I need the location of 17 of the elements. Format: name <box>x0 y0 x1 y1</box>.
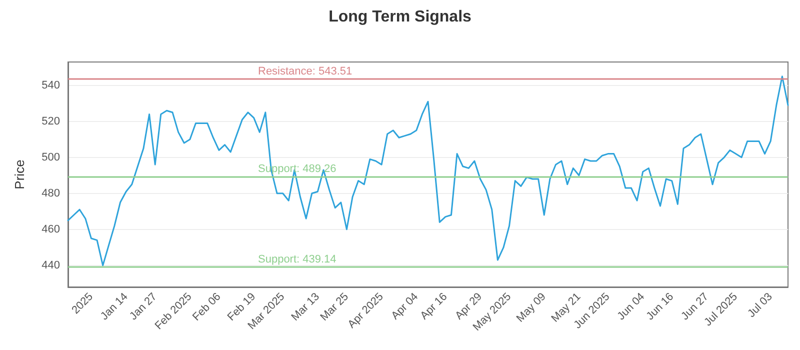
x-tick-label: May 09 <box>514 290 548 325</box>
y-axis-title: Price <box>12 160 27 190</box>
y-tick-label: 440 <box>42 259 60 272</box>
y-tick-label: 520 <box>42 115 60 128</box>
ref-line-label: Support: 439.14 <box>258 253 336 266</box>
line-series <box>67 76 789 266</box>
chart-title: Long Term Signals <box>328 8 472 26</box>
y-tick-label: 500 <box>42 151 60 164</box>
y-tick-label: 480 <box>42 187 60 200</box>
y-tick-label: 460 <box>42 223 60 236</box>
x-tick-label: Jan 14 <box>98 290 130 323</box>
x-tick-label: Jul 03 <box>746 290 775 320</box>
x-tick-label: Apr 04 <box>389 290 421 322</box>
y-tick-label: 540 <box>42 79 60 92</box>
ref-line-label: Resistance: 543.51 <box>258 66 352 78</box>
x-tick-label: Apr 16 <box>418 290 450 322</box>
x-tick-label: Feb 06 <box>190 290 224 324</box>
